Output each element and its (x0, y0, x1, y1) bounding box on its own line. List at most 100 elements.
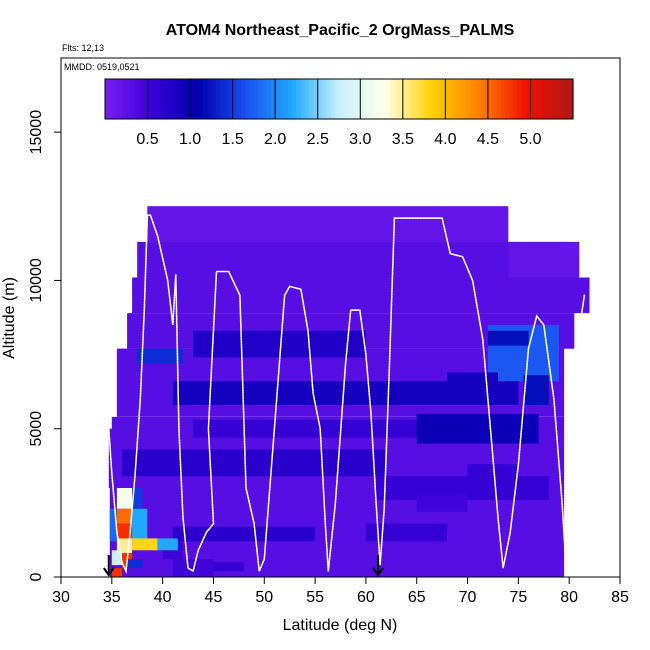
colorbar-ticks: 0.5 1.0 1.5 2.0 2.5 3.0 3.5 4.0 4.5 5.0 (136, 79, 542, 148)
colorbar-segment (173, 79, 178, 119)
y-axis-label: Altitude (m) (1, 277, 18, 359)
colorbar-tick-label: 1.0 (179, 131, 201, 148)
colorbar-segment (385, 79, 391, 119)
x-tick-label: 45 (205, 589, 223, 606)
colorbar-segment (228, 79, 234, 119)
colorbar-segment (185, 79, 191, 119)
x-axis-label: Latitude (deg N) (283, 617, 398, 634)
heatmap-cell (467, 464, 519, 483)
colorbar-segment (258, 79, 264, 119)
colorbar-segment (496, 79, 502, 119)
colorbar-segment (479, 79, 485, 119)
colorbar-segment (470, 79, 476, 119)
colorbar-segment (492, 79, 498, 119)
heatmap-cell (116, 508, 133, 524)
colorbar-segment (236, 79, 242, 119)
x-tick-label: 35 (103, 589, 121, 606)
heatmap-cell (132, 488, 143, 509)
colorbar-segment (356, 79, 361, 119)
colorbar-segment (215, 79, 221, 119)
heatmap-cell (172, 526, 316, 542)
colorbar-segment (445, 79, 451, 119)
heatmap-cell (132, 508, 148, 539)
heatmap-cell (487, 330, 529, 346)
colorbar-segment (168, 79, 174, 119)
colorbar-segment (296, 79, 302, 119)
heatmap-cells (108, 206, 590, 577)
heatmap-cell (122, 449, 387, 477)
colorbar-segment (407, 79, 412, 119)
colorbar-segment (275, 79, 281, 119)
colorbar-segment (360, 79, 366, 119)
colorbar-segment (194, 79, 200, 119)
x-tick-label: 85 (611, 589, 629, 606)
x-tick-label: 80 (560, 589, 578, 606)
colorbar-segment (134, 79, 140, 119)
colorbar-segment (398, 79, 404, 119)
colorbar-segment (147, 79, 153, 119)
colorbar-segment (232, 79, 238, 119)
heatmap-cell (116, 523, 133, 539)
colorbar-segment (538, 79, 544, 119)
colorbar-segment (113, 79, 119, 119)
x-tick-label: 40 (154, 589, 172, 606)
colorbar-segment (156, 79, 161, 119)
colorbar-tick-label: 3.0 (349, 131, 371, 148)
arrow-marker-head (102, 567, 115, 577)
x-tick-label: 60 (357, 589, 375, 606)
colorbar-segment (198, 79, 204, 119)
arrow-marker-head (372, 567, 384, 577)
colorbar-segment (249, 79, 255, 119)
heatmap-band (108, 428, 117, 488)
heatmap-cell (111, 550, 122, 566)
y-tick-label: 0 (28, 572, 45, 581)
heatmap-cell (116, 488, 133, 509)
colorbar-segment (313, 79, 319, 119)
colorbar-segment (530, 79, 536, 119)
colorbar-frame (104, 78, 574, 120)
heatmap-cell (172, 381, 519, 405)
colorbar-segment (364, 79, 370, 119)
colorbar-segment (466, 79, 472, 119)
colorbar-segment (373, 79, 378, 119)
colorbar-segment (309, 79, 315, 119)
colorbar-segment (564, 79, 570, 119)
colorbar-segment (160, 79, 166, 119)
colorbar-segment (190, 79, 195, 119)
colorbar-segment (109, 79, 115, 119)
heatmap-cell (447, 372, 498, 388)
colorbar-segment (300, 79, 306, 119)
colorbar-segment (547, 79, 553, 119)
arrow-markers (102, 555, 384, 577)
colorbar-segment (402, 79, 408, 119)
colorbar-segment (143, 79, 149, 119)
colorbar-tick-label: 4.0 (434, 131, 456, 148)
colorbar-segment (394, 79, 400, 119)
colorbar-segment (534, 79, 540, 119)
colorbar-segment (130, 79, 136, 119)
y-tick-label: 5000 (28, 411, 45, 447)
colorbar-segment (487, 79, 493, 119)
y-tick-label: 15000 (28, 110, 45, 155)
x-tick-label: 70 (459, 589, 477, 606)
colorbar-segment (462, 79, 468, 119)
heatmap-cell (127, 559, 143, 569)
heatmap-cell (203, 562, 244, 572)
colorbar-segment (164, 79, 170, 119)
colorbar-segment (517, 79, 523, 119)
colorbar-segment (351, 79, 357, 119)
colorbar: 0.5 1.0 1.5 2.0 2.5 3.0 3.5 4.0 4.5 5.0 (104, 78, 574, 148)
heatmap-band (137, 241, 570, 278)
colorbar-segment (253, 79, 259, 119)
colorbar-segment (441, 79, 446, 119)
colorbar-segment (224, 79, 229, 119)
heatmap-cell (365, 523, 448, 542)
colorbar-segment (415, 79, 421, 119)
colorbar-segment (211, 79, 217, 119)
colorbar-segment (568, 79, 574, 119)
colorbar-segment (390, 79, 395, 119)
colorbar-segment (317, 79, 323, 119)
colorbar-segment (287, 79, 293, 119)
colorbar-segment (458, 79, 463, 119)
